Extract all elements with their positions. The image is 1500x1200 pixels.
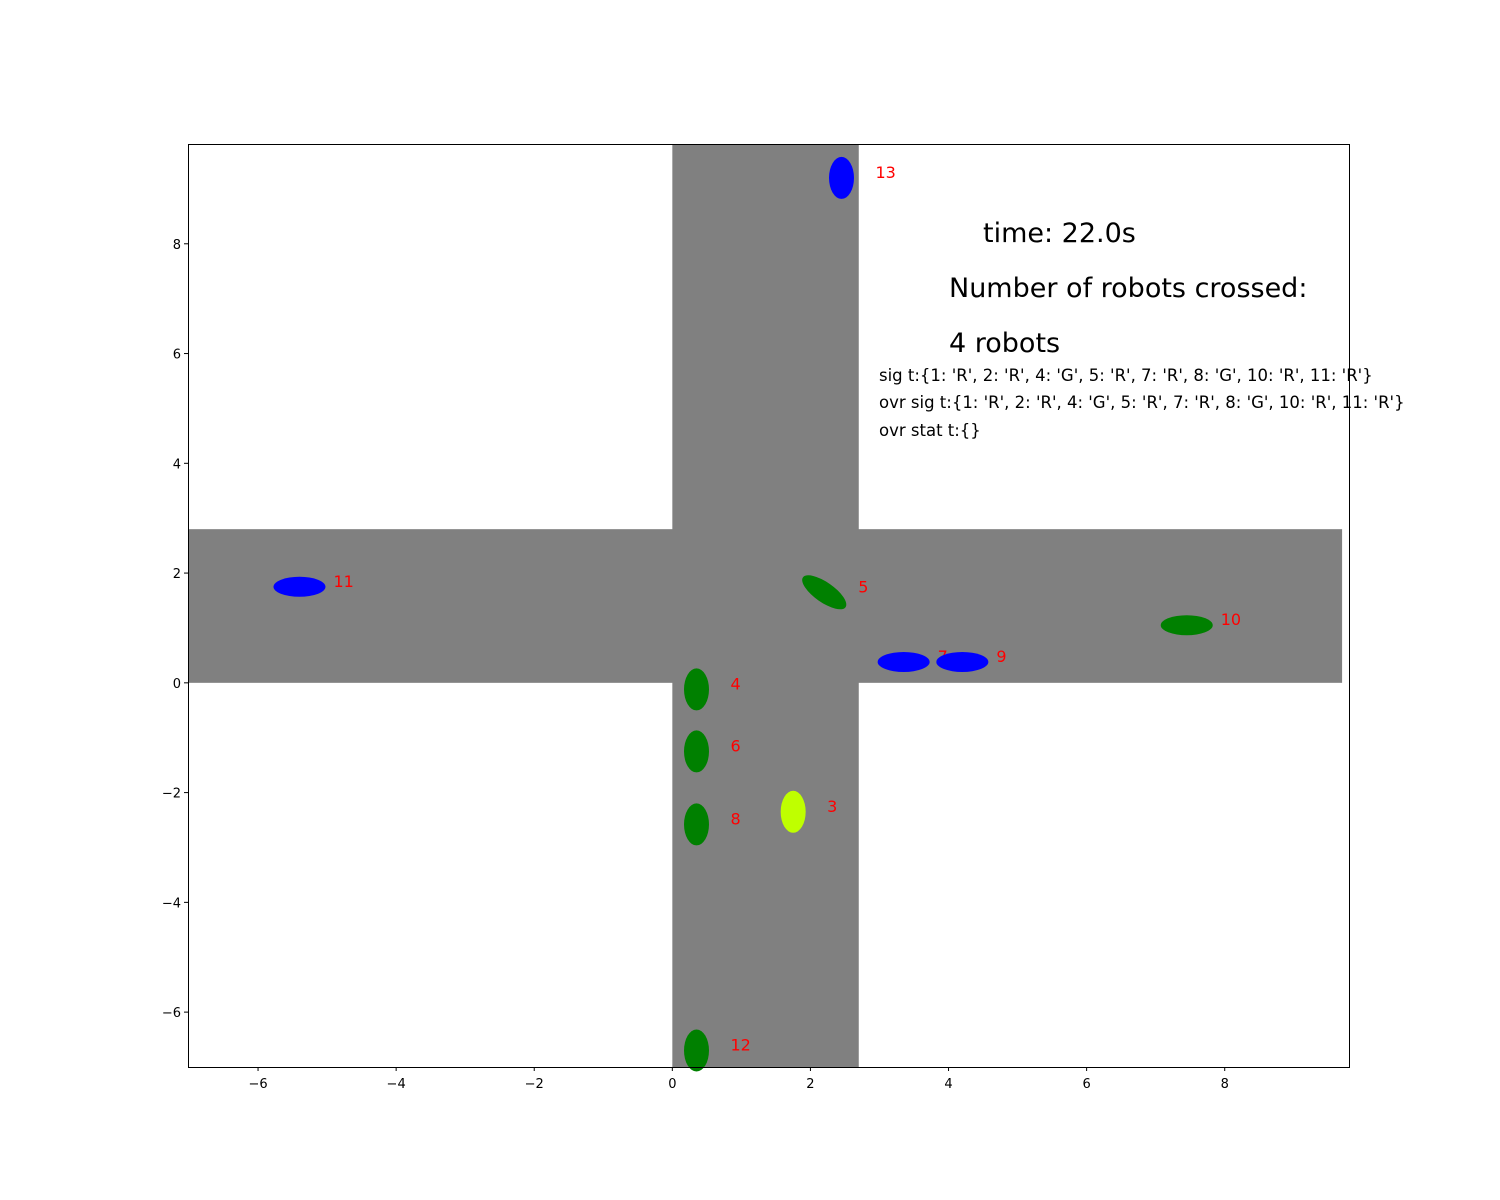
x-tick-label: 8 — [1221, 1077, 1229, 1092]
sig-text: sig t:{1: 'R', 2: 'R', 4: 'G', 5: 'R', 7… — [879, 366, 1373, 385]
y-tick-label: −4 — [162, 896, 181, 911]
y-tick-label: 2 — [173, 567, 181, 582]
x-tick-label: −4 — [387, 1077, 406, 1092]
time-text: time: 22.0s — [983, 218, 1136, 249]
robot-label-9: 9 — [996, 647, 1006, 666]
y-tick-label: 4 — [173, 457, 181, 472]
x-tick-label: 4 — [944, 1077, 952, 1092]
robot-label-4: 4 — [731, 674, 741, 693]
robot-4 — [684, 668, 709, 711]
y-tick-label: −6 — [162, 1006, 181, 1021]
robot-12 — [684, 1029, 709, 1072]
crossed-title: Number of robots crossed: — [949, 273, 1307, 304]
crossed-count: 4 robots — [949, 328, 1060, 359]
robot-7 — [877, 651, 930, 672]
y-tick-label: 0 — [173, 677, 181, 692]
plot-frame — [188, 144, 1350, 1068]
ovr-sig-text: ovr sig t:{1: 'R', 2: 'R', 4: 'G', 5: 'R… — [879, 393, 1405, 412]
robot-13 — [829, 156, 854, 199]
x-tick-label: −6 — [248, 1077, 267, 1092]
robot-label-6: 6 — [731, 736, 741, 755]
robot-8 — [684, 803, 709, 846]
robot-label-10: 10 — [1221, 610, 1241, 629]
robots: 131151079463812 — [273, 156, 1241, 1072]
robot-3 — [780, 790, 806, 833]
robot-label-11: 11 — [333, 572, 353, 591]
robot-label-5: 5 — [858, 577, 868, 596]
robot-label-13: 13 — [876, 163, 896, 182]
robot-5 — [802, 575, 847, 610]
annotations: time: 22.0s Number of robots crossed: 4 … — [879, 218, 1405, 440]
x-tick-label: 6 — [1082, 1077, 1090, 1092]
robot-10 — [1160, 615, 1213, 636]
robot-11 — [273, 576, 326, 597]
robot-label-12: 12 — [731, 1036, 751, 1055]
y-tick-label: −2 — [162, 787, 181, 802]
horizontal-road — [189, 529, 1343, 683]
roads — [189, 145, 1343, 1067]
x-tick-label: −2 — [525, 1077, 544, 1092]
ovr-stat-text: ovr stat t:{} — [879, 421, 981, 440]
robot-label-8: 8 — [731, 809, 741, 828]
x-tick-label: 2 — [806, 1077, 814, 1092]
x-tick-label: 0 — [668, 1077, 676, 1092]
robot-label-3: 3 — [827, 797, 837, 816]
y-tick-label: 6 — [173, 348, 181, 363]
robot-9 — [936, 651, 989, 672]
robot-6 — [684, 730, 709, 773]
y-tick-label: 8 — [173, 238, 181, 253]
axis-ticks: −6 −4 −2 0 2 4 6 8 −6 −4 −2 0 2 4 6 8 — [162, 238, 1229, 1092]
